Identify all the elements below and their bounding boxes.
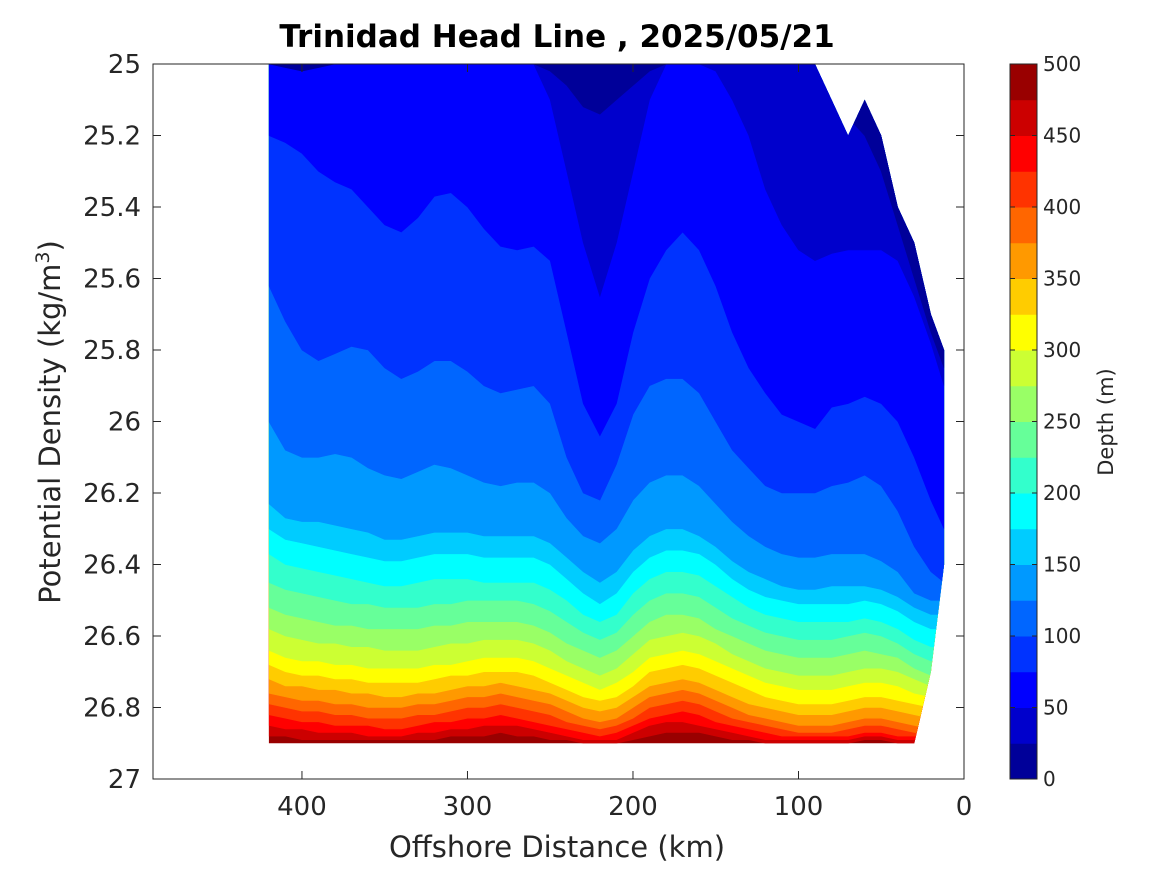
x-tick-label: 100 xyxy=(774,792,824,822)
x-tick-label: 200 xyxy=(608,792,658,822)
colorbar-segment xyxy=(1010,600,1037,637)
colorbar-tick-label: 100 xyxy=(1043,624,1081,648)
y-tick-label: 25.4 xyxy=(83,193,141,223)
colorbar-tick-label: 400 xyxy=(1043,195,1081,219)
y-tick-label: 26 xyxy=(108,408,141,438)
colorbar-tick-label: 200 xyxy=(1043,481,1081,505)
colorbar-segment xyxy=(1010,743,1037,780)
colorbar-segment xyxy=(1010,528,1037,565)
colorbar-segment xyxy=(1010,493,1037,530)
y-axis-label-close: ) xyxy=(33,240,67,251)
colorbar-segment xyxy=(1010,64,1037,101)
colorbar-segment xyxy=(1010,421,1037,458)
colorbar-segment xyxy=(1010,636,1037,673)
x-axis-label: Offshore Distance (km) xyxy=(389,830,725,864)
colorbar-segment xyxy=(1010,350,1037,387)
colorbar-label: Depth (m) xyxy=(1094,368,1118,475)
colorbar-segment xyxy=(1010,564,1037,601)
colorbar-segment xyxy=(1010,207,1037,244)
y-axis-label-superscript: 3 xyxy=(32,251,54,263)
x-axis: 400 300 200 100 0 xyxy=(277,64,972,822)
y-tick-label: 25.2 xyxy=(83,122,141,152)
contour-band-50m xyxy=(268,64,945,386)
colorbar-tick-label: 250 xyxy=(1043,410,1081,434)
y-tick-label: 26.6 xyxy=(83,622,141,652)
y-axis: 25 25.2 25.4 25.6 25.8 26 26.2 26.4 26.6 26.8 27 xyxy=(83,50,964,795)
colorbar-segment xyxy=(1010,457,1037,494)
y-tick-label: 25.6 xyxy=(83,265,141,295)
colorbar-segment xyxy=(1010,242,1037,279)
x-tick-label: 0 xyxy=(956,792,973,822)
chart-title: Trinidad Head Line , 2025/05/21 xyxy=(279,19,834,55)
colorbar-segment xyxy=(1010,671,1037,708)
colorbar-segment xyxy=(1010,135,1037,172)
colorbar-tick-label: 450 xyxy=(1043,124,1081,148)
colorbar-segment xyxy=(1010,385,1037,422)
colorbar: 0 50 100 150 200 250 300 350 400 450 500 xyxy=(1009,52,1081,791)
colorbar-tick-label: 500 xyxy=(1043,52,1081,76)
colorbar-tick-label: 300 xyxy=(1043,338,1081,362)
colorbar-tick-label: 150 xyxy=(1043,553,1081,577)
colorbar-segment xyxy=(1010,171,1037,208)
y-axis-label: Potential Density (kg/m3) xyxy=(32,240,67,604)
y-axis-label-main: Potential Density (kg/m xyxy=(33,264,67,604)
colorbar-segment xyxy=(1010,99,1037,136)
y-tick-label: 25.8 xyxy=(83,336,141,366)
colorbar-tick-label: 50 xyxy=(1043,696,1068,720)
y-tick-label: 26.2 xyxy=(83,479,141,509)
colorbar-segment xyxy=(1010,314,1037,351)
colorbar-segment xyxy=(1010,278,1037,315)
colorbar-tick-label: 350 xyxy=(1043,267,1081,291)
colorbar-tick-label: 0 xyxy=(1043,767,1056,791)
y-tick-label: 25 xyxy=(108,50,141,80)
contour-fills xyxy=(268,64,945,744)
colorbar-segment xyxy=(1010,707,1037,744)
x-tick-label: 400 xyxy=(277,792,327,822)
y-tick-label: 26.8 xyxy=(83,694,141,724)
y-tick-label: 27 xyxy=(108,765,141,795)
x-tick-label: 300 xyxy=(443,792,493,822)
y-tick-label: 26.4 xyxy=(83,551,141,581)
